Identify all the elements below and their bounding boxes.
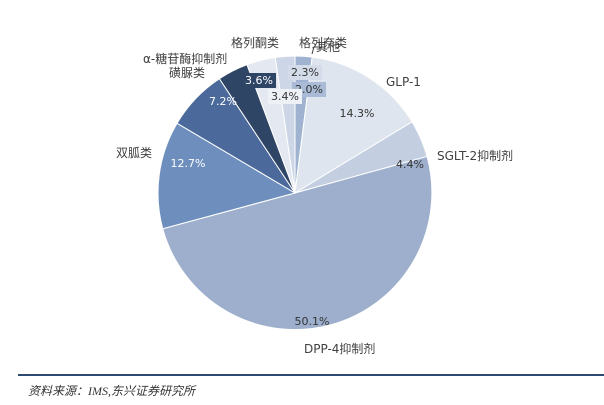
label-qita: 其他 xyxy=(316,40,340,54)
pie-slice xyxy=(157,122,297,230)
source-divider xyxy=(18,374,604,376)
percent-label: 2.0% xyxy=(295,83,323,96)
percent-label: 50.1% xyxy=(295,315,330,328)
pie-percent-labels: 2.0% 14.3% 4.4% 50.1% 12.7% 7.2% 3.6% 3.4% 2.3% xyxy=(171,65,424,328)
pie-chart: 2.0%14.3%4.4%50.1%12.7%7.2%3.6%3.4%2.3% … xyxy=(116,35,513,356)
percent-label-bg xyxy=(268,89,302,104)
percent-label: 3.6% xyxy=(245,74,273,87)
percent-label: 7.2% xyxy=(209,95,237,108)
percent-label-bg xyxy=(288,65,322,80)
percent-label: 14.3% xyxy=(340,107,375,120)
source-note: 资料来源：IMS,东兴证券研究所 xyxy=(28,384,195,398)
leader-line-qita xyxy=(311,46,324,55)
percent-label-bg xyxy=(242,73,276,88)
label-shuanggua: 双胍类 xyxy=(116,145,152,160)
label-glp1: GLP-1 xyxy=(386,75,421,89)
percent-label: 4.4% xyxy=(396,158,424,171)
label-gelienai: 格列奈类 xyxy=(299,35,347,50)
percent-label: 12.7% xyxy=(171,157,206,170)
label-alpha: α-糖苷酶抑制剂 xyxy=(143,51,227,66)
label-dpp4: DPP-4抑制剂 xyxy=(304,341,375,356)
label-huangniao: 磺脲类 xyxy=(169,66,205,80)
label-sglt2: SGLT-2抑制剂 xyxy=(437,148,513,163)
percent-label: 3.4% xyxy=(271,90,299,103)
label-geliedong: 格列酮类 xyxy=(231,35,279,50)
pie-slice xyxy=(162,155,433,331)
percent-label: 2.3% xyxy=(291,66,319,79)
